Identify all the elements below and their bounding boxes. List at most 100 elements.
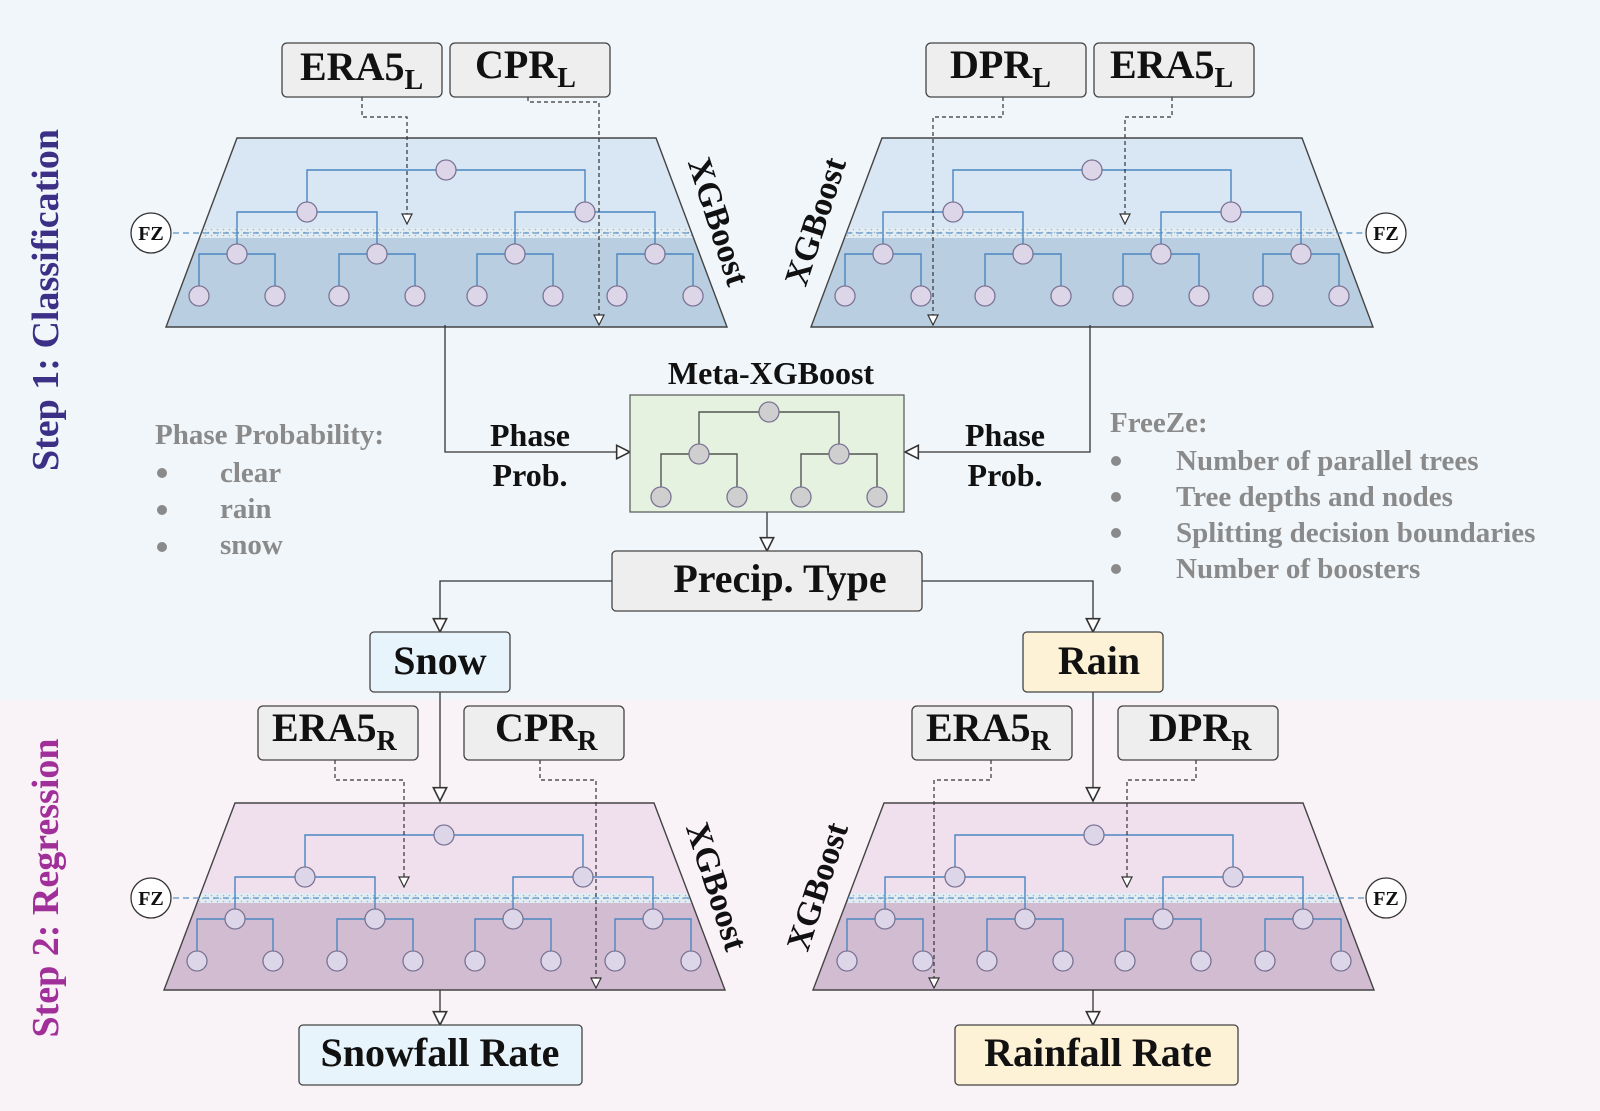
tree-node — [1188, 285, 1210, 307]
svg-text:DPRL: DPRL — [950, 42, 1051, 94]
freeze-item: Tree depths and nodes — [1176, 481, 1453, 513]
tree-node — [942, 201, 964, 223]
tree-node — [226, 243, 248, 265]
tree-node — [836, 950, 858, 972]
cprr-left-dash — [539, 760, 596, 988]
fz-label: FZ — [1373, 888, 1399, 910]
bullet — [1111, 456, 1121, 466]
snow-label: Snow — [393, 638, 486, 683]
tree-node — [688, 443, 710, 465]
tree-node — [1328, 285, 1350, 307]
era5l-left-label: ERA5 — [300, 44, 404, 89]
tree-node — [912, 950, 934, 972]
era5r-right-sub: R — [1030, 726, 1051, 757]
era5r-right-label: ERA5 — [926, 705, 1030, 750]
tree-node — [502, 908, 524, 930]
tree-node — [976, 950, 998, 972]
tree-node — [540, 950, 562, 972]
precip-to-rain-line — [922, 580, 1093, 632]
tree-node — [296, 201, 318, 223]
tree-node — [758, 401, 780, 423]
precip-type-label: Precip. Type — [673, 556, 886, 601]
cprl-left-dash — [527, 97, 599, 325]
era5r-left-sub: R — [376, 726, 397, 757]
freeze-list: FreeZe: Number of parallel trees Tree de… — [1110, 407, 1535, 585]
tree-node — [606, 285, 628, 307]
tree-node — [944, 866, 966, 888]
tree-node — [1083, 824, 1105, 846]
tree-node — [1050, 285, 1072, 307]
svg-text:ERA5R: ERA5R — [272, 705, 397, 757]
cprr-left-box: CPRR — [463, 705, 625, 761]
era5l-right-dash — [1125, 97, 1173, 224]
tree-container-top — [848, 138, 1336, 228]
phase-prob-right-line1: Phase — [965, 417, 1045, 453]
phase-probability-item: snow — [220, 529, 283, 561]
svg-text:DPRR: DPRR — [1149, 705, 1252, 757]
tree-node — [466, 285, 488, 307]
cprl-left-box: CPRL — [449, 42, 611, 98]
tree-node — [790, 486, 812, 508]
input-boxes: ERA5L CPRL DPRL ERA5L ERA5R CPRR ERA5R — [257, 42, 1279, 761]
tree-node — [1012, 243, 1034, 265]
step1-label: Step 1: Classification — [25, 129, 67, 471]
rainfall-rate-box — [954, 1024, 1239, 1086]
tree-container-top — [200, 803, 689, 893]
freeze-title: FreeZe: — [1110, 407, 1208, 439]
dprl-right-dash — [933, 97, 1004, 325]
svg-text:ERA5R: ERA5R — [926, 705, 1051, 757]
tree-node — [1152, 908, 1174, 930]
freeze-item: Number of parallel trees — [1176, 445, 1479, 477]
tree-node — [644, 243, 666, 265]
tree-node — [726, 486, 748, 508]
tree-node — [542, 285, 564, 307]
phase-probability-item: rain — [220, 493, 272, 525]
tree-node — [1081, 159, 1103, 181]
tree-node — [326, 950, 348, 972]
era5l-right-sub: L — [1214, 63, 1233, 94]
tree-node — [1292, 908, 1314, 930]
precip-to-snow-line — [440, 580, 612, 632]
era5r-right-dash — [934, 760, 992, 988]
phase-prob-left-line1: Phase — [490, 417, 570, 453]
era5r-left-box: ERA5R — [257, 705, 419, 761]
era5l-left-box: ERA5L — [281, 42, 443, 98]
tree-container-bottom — [166, 238, 727, 327]
freeze-item: Number of boosters — [1176, 553, 1420, 585]
precip-type-box — [611, 550, 923, 612]
era5l-right-label: ERA5 — [1110, 42, 1214, 87]
meta-title: Meta-XGBoost — [668, 355, 875, 391]
tree-node — [642, 908, 664, 930]
dprr-right-dash — [1127, 760, 1197, 887]
tree-container-bottom — [813, 903, 1374, 990]
bullet — [157, 505, 167, 515]
snowfall-rate-box — [298, 1024, 583, 1086]
phase-prob-left-line2: Prob. — [493, 457, 568, 493]
bullet — [1111, 564, 1121, 574]
snowfall-rate-label: Snowfall Rate — [321, 1030, 560, 1075]
tree-node — [572, 866, 594, 888]
step2-label: Step 2: Regression — [25, 738, 67, 1037]
fz-label: FZ — [138, 888, 164, 910]
tree-node — [1220, 201, 1242, 223]
tree-container-outline — [162, 802, 727, 991]
tree-node — [1330, 950, 1352, 972]
regression-tree-left: FZ XGBoost — [130, 802, 754, 991]
tree-node — [910, 285, 932, 307]
tree-node — [650, 486, 672, 508]
dprl-right-sub: L — [1032, 63, 1051, 94]
tree-node — [504, 243, 526, 265]
tree-node — [224, 908, 246, 930]
tree-container-top — [203, 138, 690, 228]
fz-marker — [130, 212, 172, 254]
tree-node — [872, 243, 894, 265]
tree-node — [1014, 908, 1036, 930]
era5l-right-box: ERA5L — [1093, 42, 1255, 98]
tree-node — [1112, 285, 1134, 307]
bullet — [157, 542, 167, 552]
tree-node — [404, 285, 426, 307]
tree-node — [366, 243, 388, 265]
